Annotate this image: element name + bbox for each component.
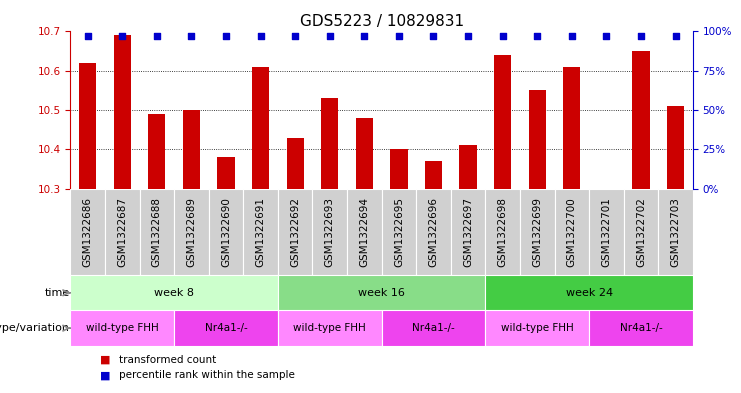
Text: GSM1322695: GSM1322695 bbox=[394, 197, 404, 267]
FancyBboxPatch shape bbox=[105, 189, 139, 275]
Text: GSM1322689: GSM1322689 bbox=[187, 197, 196, 267]
FancyBboxPatch shape bbox=[70, 310, 174, 346]
Text: GSM1322699: GSM1322699 bbox=[532, 197, 542, 267]
Text: GSM1322690: GSM1322690 bbox=[221, 197, 231, 267]
Text: GSM1322700: GSM1322700 bbox=[567, 197, 576, 267]
Bar bbox=[494, 55, 511, 189]
Text: genotype/variation: genotype/variation bbox=[0, 323, 70, 333]
Text: GSM1322693: GSM1322693 bbox=[325, 197, 335, 267]
FancyBboxPatch shape bbox=[139, 189, 174, 275]
Text: GSM1322694: GSM1322694 bbox=[359, 197, 369, 267]
FancyBboxPatch shape bbox=[589, 310, 693, 346]
Title: GDS5223 / 10829831: GDS5223 / 10829831 bbox=[299, 14, 464, 29]
Bar bbox=[252, 67, 269, 189]
FancyBboxPatch shape bbox=[554, 189, 589, 275]
Bar bbox=[113, 35, 131, 189]
Point bbox=[324, 33, 336, 39]
Point bbox=[151, 33, 163, 39]
Text: wild-type FHH: wild-type FHH bbox=[501, 323, 574, 333]
Bar bbox=[356, 118, 373, 189]
Bar bbox=[528, 90, 546, 189]
Point bbox=[220, 33, 232, 39]
Text: GSM1322692: GSM1322692 bbox=[290, 197, 300, 267]
FancyBboxPatch shape bbox=[313, 189, 347, 275]
Point bbox=[82, 33, 93, 39]
Text: week 8: week 8 bbox=[154, 288, 194, 298]
FancyBboxPatch shape bbox=[209, 189, 243, 275]
FancyBboxPatch shape bbox=[174, 189, 209, 275]
FancyBboxPatch shape bbox=[70, 189, 105, 275]
Bar bbox=[632, 51, 650, 189]
FancyBboxPatch shape bbox=[278, 310, 382, 346]
Text: GSM1322691: GSM1322691 bbox=[256, 197, 265, 267]
Text: time: time bbox=[44, 288, 70, 298]
Bar bbox=[563, 67, 580, 189]
FancyBboxPatch shape bbox=[278, 189, 313, 275]
Point bbox=[255, 33, 267, 39]
Point bbox=[531, 33, 543, 39]
Text: Nr4a1-/-: Nr4a1-/- bbox=[619, 323, 662, 333]
Text: percentile rank within the sample: percentile rank within the sample bbox=[119, 370, 294, 380]
FancyBboxPatch shape bbox=[658, 189, 693, 275]
FancyBboxPatch shape bbox=[243, 189, 278, 275]
Point bbox=[600, 33, 612, 39]
Point bbox=[670, 33, 682, 39]
Text: GSM1322701: GSM1322701 bbox=[602, 197, 611, 267]
Text: ■: ■ bbox=[100, 354, 110, 365]
Bar bbox=[425, 161, 442, 189]
FancyBboxPatch shape bbox=[589, 189, 624, 275]
FancyBboxPatch shape bbox=[485, 189, 520, 275]
Text: wild-type FHH: wild-type FHH bbox=[86, 323, 159, 333]
Text: GSM1322686: GSM1322686 bbox=[83, 197, 93, 267]
Bar bbox=[321, 98, 339, 189]
FancyBboxPatch shape bbox=[174, 310, 278, 346]
Text: transformed count: transformed count bbox=[119, 354, 216, 365]
Text: GSM1322688: GSM1322688 bbox=[152, 197, 162, 267]
Text: ■: ■ bbox=[100, 370, 110, 380]
FancyBboxPatch shape bbox=[520, 189, 554, 275]
Bar bbox=[459, 145, 476, 189]
Bar bbox=[148, 114, 165, 189]
Bar bbox=[391, 149, 408, 189]
Text: Nr4a1-/-: Nr4a1-/- bbox=[412, 323, 455, 333]
Point bbox=[635, 33, 647, 39]
FancyBboxPatch shape bbox=[485, 275, 693, 310]
Point bbox=[116, 33, 128, 39]
Text: Nr4a1-/-: Nr4a1-/- bbox=[205, 323, 247, 333]
FancyBboxPatch shape bbox=[278, 275, 485, 310]
FancyBboxPatch shape bbox=[347, 189, 382, 275]
Point bbox=[289, 33, 301, 39]
Text: GSM1322702: GSM1322702 bbox=[636, 197, 646, 267]
Text: week 24: week 24 bbox=[565, 288, 613, 298]
Bar bbox=[667, 106, 684, 189]
FancyBboxPatch shape bbox=[485, 310, 589, 346]
Text: GSM1322698: GSM1322698 bbox=[498, 197, 508, 267]
Text: week 16: week 16 bbox=[358, 288, 405, 298]
Point bbox=[496, 33, 508, 39]
FancyBboxPatch shape bbox=[382, 310, 485, 346]
Point bbox=[428, 33, 439, 39]
Point bbox=[566, 33, 578, 39]
FancyBboxPatch shape bbox=[382, 189, 416, 275]
Text: wild-type FHH: wild-type FHH bbox=[293, 323, 366, 333]
Bar bbox=[217, 157, 235, 189]
Point bbox=[393, 33, 405, 39]
Text: GSM1322703: GSM1322703 bbox=[671, 197, 680, 267]
Point bbox=[185, 33, 197, 39]
Bar bbox=[287, 138, 304, 189]
FancyBboxPatch shape bbox=[624, 189, 658, 275]
Bar bbox=[183, 110, 200, 189]
Point bbox=[359, 33, 370, 39]
FancyBboxPatch shape bbox=[451, 189, 485, 275]
FancyBboxPatch shape bbox=[416, 189, 451, 275]
Text: GSM1322696: GSM1322696 bbox=[428, 197, 439, 267]
FancyBboxPatch shape bbox=[70, 275, 278, 310]
Point bbox=[462, 33, 474, 39]
Bar bbox=[79, 63, 96, 189]
Text: GSM1322697: GSM1322697 bbox=[463, 197, 473, 267]
Text: GSM1322687: GSM1322687 bbox=[117, 197, 127, 267]
